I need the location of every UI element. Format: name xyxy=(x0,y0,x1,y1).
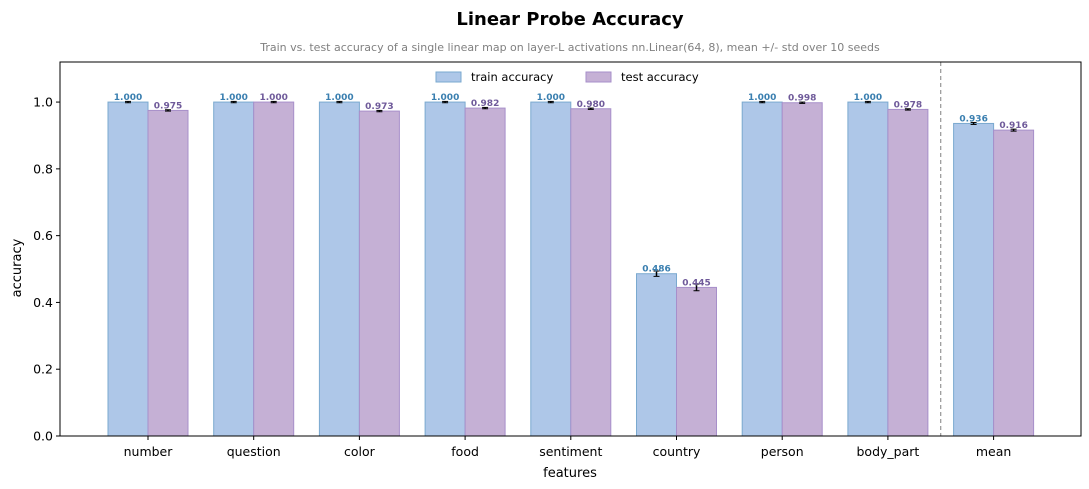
data-label-test-question: 1.000 xyxy=(259,93,287,103)
chart-title: Linear Probe Accuracy xyxy=(456,9,684,30)
bar-train-country xyxy=(636,273,677,437)
x-tick-label-number: number xyxy=(124,444,174,459)
legend: train accuracy test accuracy xyxy=(435,70,699,84)
data-label-test-color: 0.973 xyxy=(365,102,393,112)
data-label-test-mean: 0.916 xyxy=(999,121,1027,131)
x-tick-label-color: color xyxy=(344,444,376,459)
legend-label-test: test accuracy xyxy=(621,70,699,84)
bar-test-food xyxy=(464,107,506,437)
data-label-train-country: 0.486 xyxy=(642,265,670,275)
bar-train-question xyxy=(213,101,255,437)
bar-train-mean xyxy=(953,122,995,437)
bar-train-person xyxy=(741,101,783,437)
data-label-test-country: 0.445 xyxy=(682,278,710,288)
data-label-train-question: 1.000 xyxy=(219,93,247,103)
bar-train-body_part xyxy=(847,101,889,437)
data-label-test-food: 0.982 xyxy=(471,99,499,109)
x-tick-label-food: food xyxy=(451,444,479,459)
bar-train-color xyxy=(318,101,360,437)
x-tick-label-sentiment: sentiment xyxy=(539,444,602,459)
bar-test-sentiment xyxy=(570,108,612,437)
x-tick-label-mean: mean xyxy=(976,444,1011,459)
bar-test-number xyxy=(147,109,189,437)
bar-test-color xyxy=(358,110,400,437)
x-axis-label: features xyxy=(543,466,597,481)
data-label-train-mean: 0.936 xyxy=(959,114,987,124)
y-axis-label: accuracy xyxy=(10,238,25,297)
x-tick-label-country: country xyxy=(653,444,701,459)
y-tick-label-2: 0.4 xyxy=(33,295,53,310)
bar-test-mean xyxy=(993,129,1035,437)
legend-swatch-test xyxy=(585,71,612,83)
data-label-train-color: 1.000 xyxy=(325,93,353,103)
x-tick-label-person: person xyxy=(761,444,804,459)
data-label-test-person: 0.998 xyxy=(788,94,816,104)
legend-swatch-train xyxy=(435,71,462,83)
y-tick-label-3: 0.6 xyxy=(33,228,53,243)
data-label-train-body_part: 1.000 xyxy=(854,93,882,103)
legend-label-train: train accuracy xyxy=(471,70,554,84)
bar-test-person xyxy=(781,102,823,437)
y-tick-label-4: 0.8 xyxy=(33,161,53,176)
data-label-train-person: 1.000 xyxy=(748,93,776,103)
bar-train-sentiment xyxy=(530,101,572,437)
y-tick-label-1: 0.2 xyxy=(33,362,53,377)
x-tick-label-question: question xyxy=(227,444,281,459)
data-label-test-body_part: 0.978 xyxy=(894,100,922,110)
bar-train-number xyxy=(107,101,149,437)
x-tick-label-body_part: body_part xyxy=(856,444,919,459)
data-label-test-sentiment: 0.980 xyxy=(577,100,605,110)
data-label-train-food: 1.000 xyxy=(431,93,459,103)
bar-test-body_part xyxy=(887,108,929,437)
bar-train-food xyxy=(424,101,466,437)
plot-area: 1.000 1.000 1.000 1.000 1.000 0.486 1.000 1.000… xyxy=(33,61,1082,459)
data-label-train-number: 1.000 xyxy=(114,93,142,103)
chart-subtitle: Train vs. test accuracy of a single line… xyxy=(259,41,880,54)
y-tick-label-0: 0.0 xyxy=(33,429,53,444)
data-label-test-number: 0.975 xyxy=(154,101,182,111)
bar-test-country xyxy=(676,286,717,437)
bar-test-question xyxy=(253,101,295,437)
data-label-train-sentiment: 1.000 xyxy=(537,93,565,103)
y-tick-label-5: 1.0 xyxy=(33,95,53,110)
